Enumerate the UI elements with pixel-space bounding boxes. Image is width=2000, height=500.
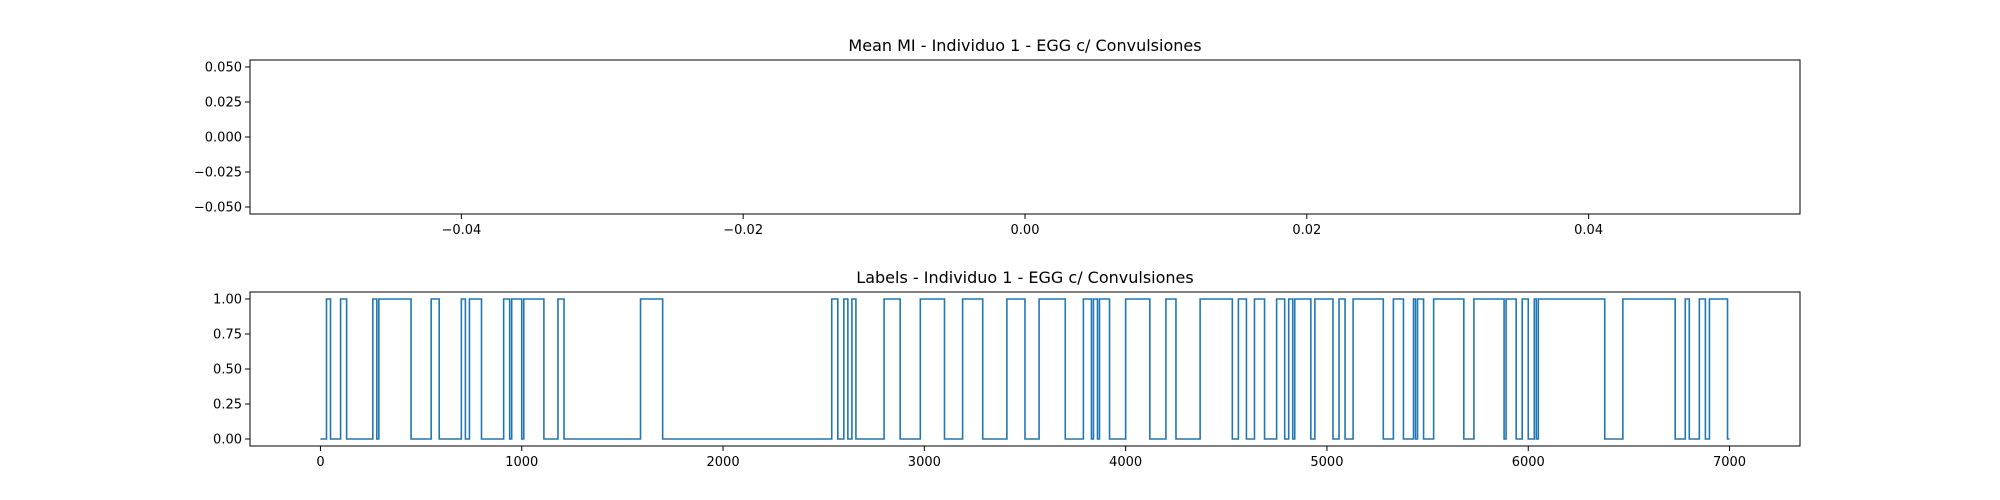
y-tick-label: 0.00 (213, 433, 242, 448)
y-tick-label: 0.75 (213, 328, 242, 343)
y-tick-label: 1.00 (213, 293, 242, 308)
chart-title: Labels - Individuo 1 - EGG c/ Convulsion… (856, 268, 1193, 287)
chart-title: Mean MI - Individuo 1 - EGG c/ Convulsio… (848, 36, 1201, 55)
x-tick-label: −0.02 (723, 223, 763, 238)
y-tick-label: 0.025 (205, 96, 242, 111)
y-tick-label: 0.050 (205, 61, 242, 76)
x-tick-label: 0.02 (1292, 223, 1321, 238)
x-tick-label: 3000 (908, 455, 941, 470)
x-tick-label: 1000 (505, 455, 538, 470)
x-tick-label: 0.04 (1574, 223, 1603, 238)
y-tick-label: −0.025 (194, 166, 242, 181)
y-tick-label: 0.000 (205, 131, 242, 146)
x-axis: −0.04 −0.02 0.00 0.02 0.04 (441, 214, 1603, 238)
plot-area (320, 298, 1730, 440)
x-tick-label: 6000 (1512, 455, 1545, 470)
axes-frame (249, 59, 1801, 215)
y-axis: 1.00 0.75 0.50 0.25 0.00 (213, 293, 250, 448)
labels-series-line (320, 298, 1730, 440)
x-tick-label: 7000 (1713, 455, 1746, 470)
mean-mi-chart: Mean MI - Individuo 1 - EGG c/ Convulsio… (194, 36, 1801, 238)
x-axis: 0 1000 2000 3000 4000 5000 6000 7000 (316, 446, 1746, 470)
x-tick-label: 2000 (707, 455, 740, 470)
y-tick-label: −0.050 (194, 201, 242, 216)
labels-chart: Labels - Individuo 1 - EGG c/ Convulsion… (213, 268, 1801, 470)
x-tick-label: 0 (316, 455, 324, 470)
x-tick-label: −0.04 (441, 223, 481, 238)
y-tick-label: 0.50 (213, 363, 242, 378)
x-tick-label: 4000 (1109, 455, 1142, 470)
x-tick-label: 0.00 (1011, 223, 1040, 238)
y-tick-label: 0.25 (213, 398, 242, 413)
x-tick-label: 5000 (1310, 455, 1343, 470)
y-axis: 0.050 0.025 0.000 −0.025 −0.050 (194, 61, 250, 216)
